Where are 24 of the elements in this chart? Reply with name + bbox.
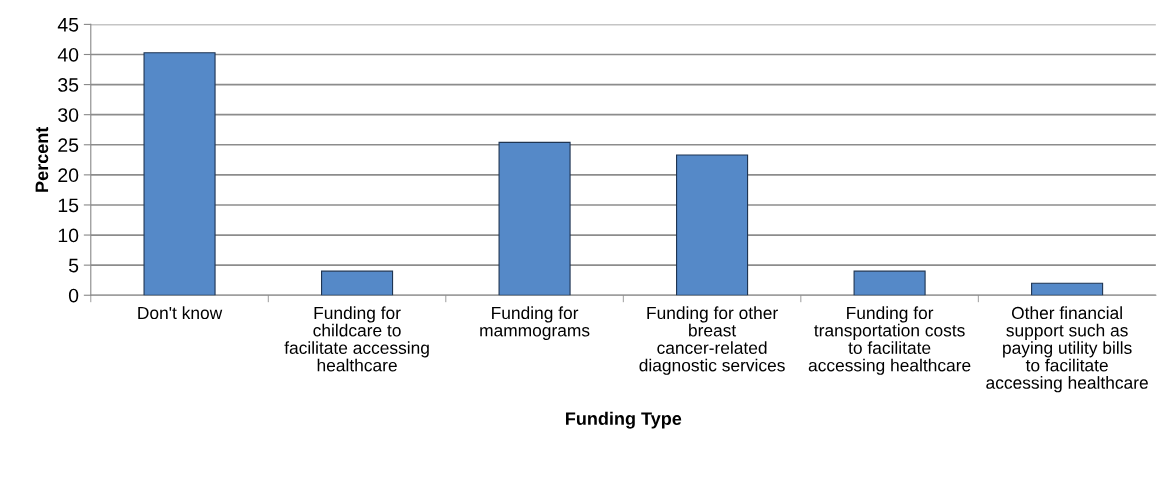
- y-tick-label: 30: [58, 108, 79, 122]
- y-tick-label: 20: [58, 168, 79, 183]
- bar: [498, 141, 571, 296]
- y-tick-label: 45: [57, 18, 79, 32]
- x-tick-label: Funding for other breast cancer-related diagnostic services: [639, 306, 785, 375]
- y-tick-label: 40: [57, 47, 79, 62]
- y-tick-label: 15: [58, 198, 79, 213]
- bar: [320, 270, 394, 296]
- x-tick-label: Funding for mammograms: [480, 306, 590, 340]
- y-axis-title: Percent: [35, 126, 49, 192]
- y-tick-label: 5: [68, 258, 79, 273]
- y-tick-label: 10: [58, 228, 79, 243]
- y-tick-label: 25: [58, 138, 79, 153]
- x-tick-label: Funding for transportation costs to facilitate accessing healthcare: [808, 306, 971, 375]
- x-tick-label: Funding for childcare to facilitate accessing healthcare: [284, 306, 429, 372]
- y-tick-label: 35: [58, 78, 79, 92]
- y-tick-label: 0: [68, 288, 79, 303]
- x-tick-label: Other financial support such as paying utility bills to facilitate accessing healthcare: [986, 306, 1148, 393]
- bar: [1031, 282, 1104, 296]
- bar: [853, 270, 926, 296]
- x-tick-label: Don't know: [138, 306, 223, 320]
- x-axis-title: Funding Type: [566, 411, 682, 429]
- bar: [143, 52, 216, 296]
- bar: [676, 154, 749, 296]
